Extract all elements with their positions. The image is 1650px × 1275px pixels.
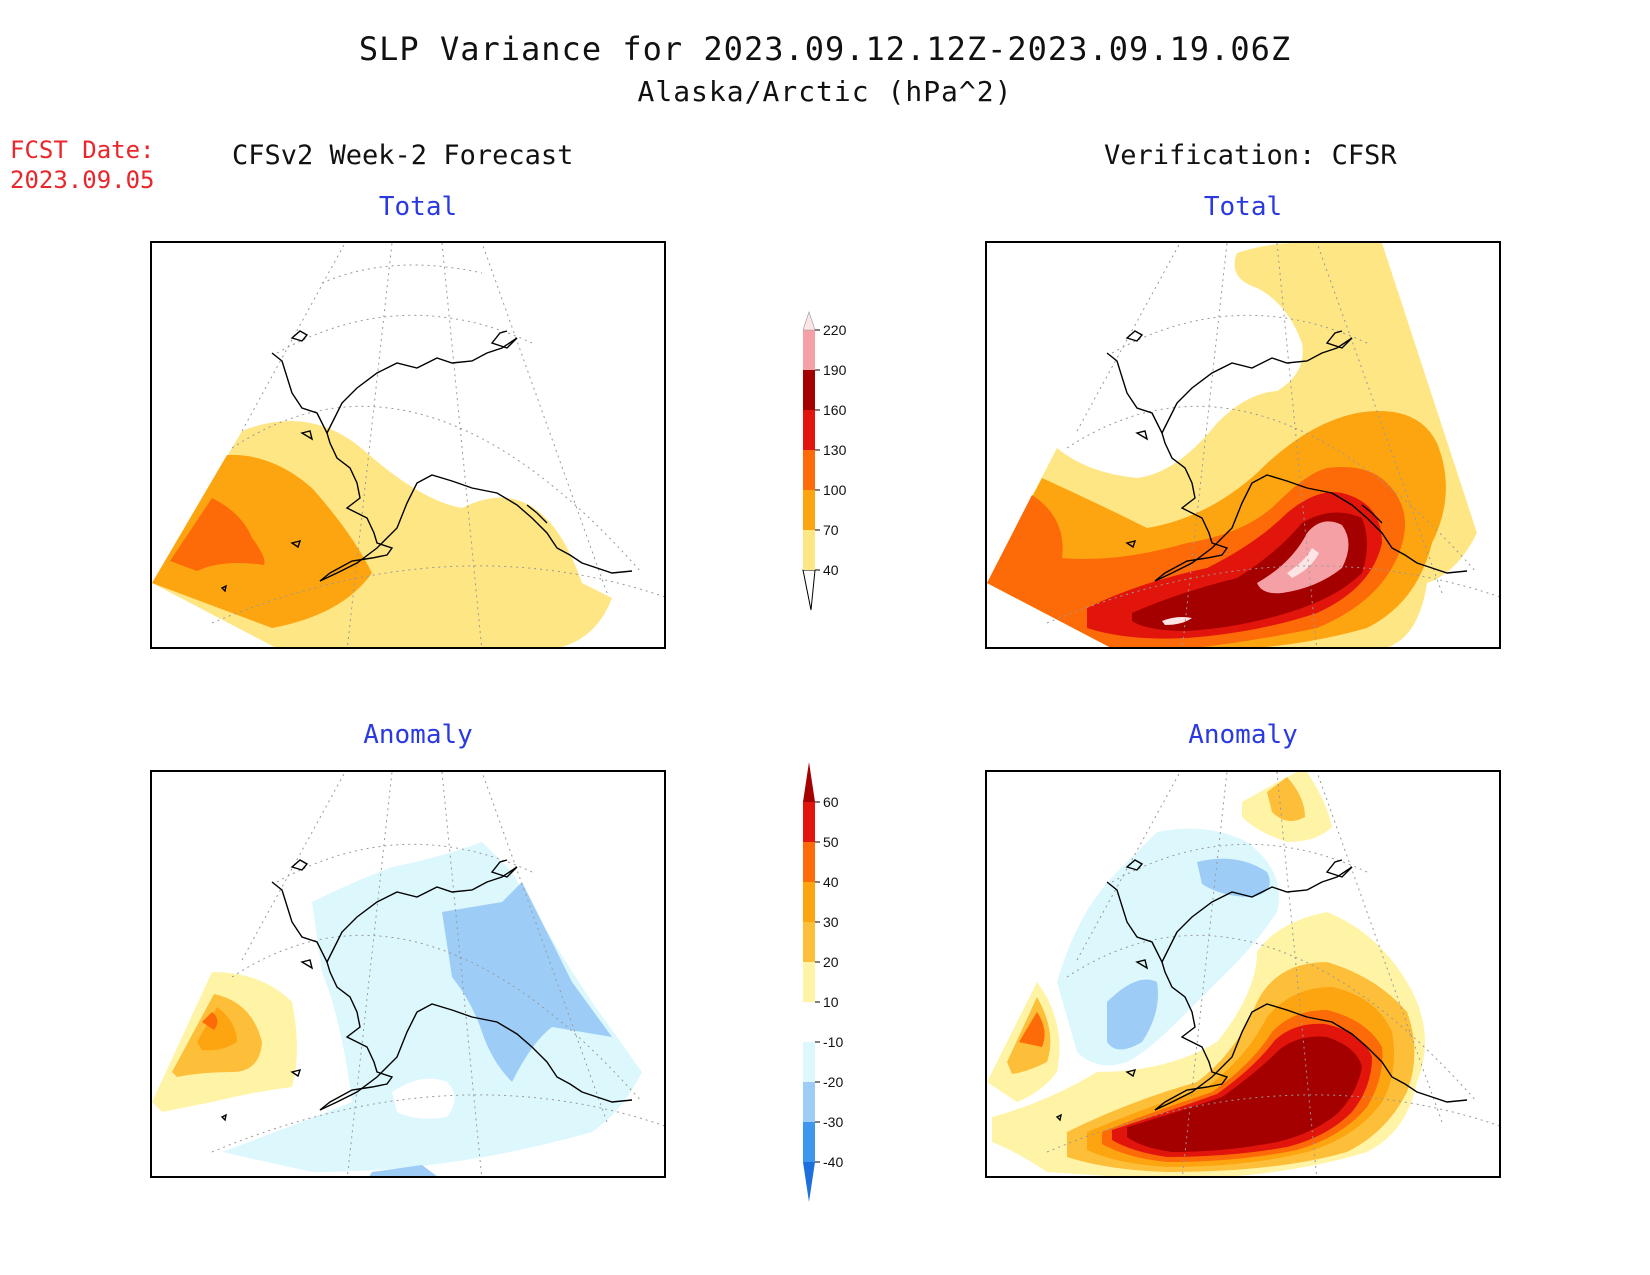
colorbar-box	[803, 882, 815, 922]
colorbar-tick-label: 100	[823, 482, 847, 498]
colorbar-box	[803, 802, 815, 842]
graticule	[1046, 243, 1499, 647]
anomaly-colorbar: -40 -30 -20 -10 10 20 30 40 50 60	[803, 762, 843, 1202]
graticule	[1046, 772, 1499, 1176]
shading	[152, 421, 612, 647]
colorbar-box	[803, 330, 815, 370]
coastline	[1055, 859, 1468, 1122]
colorbar-bottom-triangle	[802, 569, 816, 611]
colorbar-tick-label: 40	[823, 874, 839, 890]
colorbar-tick-label: 40	[823, 562, 839, 578]
main-title: SLP Variance for 2023.09.12.12Z-2023.09.…	[358, 30, 1292, 68]
fcst-date-value: 2023.09.05	[10, 166, 155, 194]
shading	[987, 243, 1477, 647]
colorbar-tick-label: 130	[823, 442, 847, 458]
colorbar-tick-label: 20	[823, 954, 839, 970]
colorbar-box	[803, 370, 815, 410]
colorbar-tick-label: -10	[823, 1034, 843, 1050]
colorbar-tick-label: 160	[823, 402, 847, 418]
colorbar-box	[803, 530, 815, 570]
colorbar-tick-label: 30	[823, 914, 839, 930]
verification-total-map	[985, 241, 1501, 649]
colorbar-tick-label: 70	[823, 522, 839, 538]
total-colorbar: 40 70 100 130 160 190 220	[802, 311, 847, 611]
colorbar-bottom-triangle	[803, 1162, 815, 1202]
fcst-date: FCST Date: 2023.09.05	[10, 135, 155, 195]
shading	[152, 842, 642, 1176]
forecast-total-map	[150, 241, 666, 649]
forecast-total-title: Total	[378, 192, 458, 222]
colorbar-box	[803, 1082, 815, 1122]
colorbar-top-triangle	[802, 311, 816, 331]
graticule	[211, 772, 664, 1176]
colorbar-tick-label: 50	[823, 834, 839, 850]
colorbar-tick-label: 220	[823, 322, 847, 338]
coastline	[220, 859, 633, 1122]
colorbar-tick-label: 60	[823, 794, 839, 810]
colorbar-box	[803, 1042, 815, 1082]
colorbar-box	[803, 450, 815, 490]
colorbar-tick-label: -30	[823, 1114, 843, 1130]
colorbar-box	[803, 410, 815, 450]
coastline	[220, 330, 633, 593]
forecast-anomaly-map	[150, 770, 666, 1178]
forecast-anomaly-title: Anomaly	[363, 720, 473, 750]
forecast-column-title: CFSv2 Week-2 Forecast	[232, 140, 574, 171]
colorbar-box	[803, 922, 815, 962]
fcst-date-label: FCST Date:	[10, 136, 155, 164]
colorbar-tick-label: 190	[823, 362, 847, 378]
graticule	[211, 243, 664, 647]
colorbar-tick-label: 10	[823, 994, 839, 1010]
coastline	[1106, 330, 1468, 582]
verification-anomaly-title: Anomaly	[1188, 720, 1298, 750]
colorbar-tick-label: -40	[823, 1154, 843, 1170]
colorbar-box	[803, 1002, 815, 1042]
colorbar-top-triangle	[803, 762, 815, 802]
verification-total-title: Total	[1203, 192, 1283, 222]
colorbar-box	[803, 490, 815, 530]
colorbar-box	[803, 962, 815, 1002]
main-subtitle: Alaska/Arctic (hPa^2)	[637, 75, 1013, 108]
colorbar-box	[803, 842, 815, 882]
colorbar-tick-label: -20	[823, 1074, 843, 1090]
colorbar-box	[803, 1122, 815, 1162]
verification-column-title: Verification: CFSR	[1104, 140, 1397, 171]
verification-anomaly-map	[985, 770, 1501, 1178]
shading	[987, 772, 1425, 1176]
